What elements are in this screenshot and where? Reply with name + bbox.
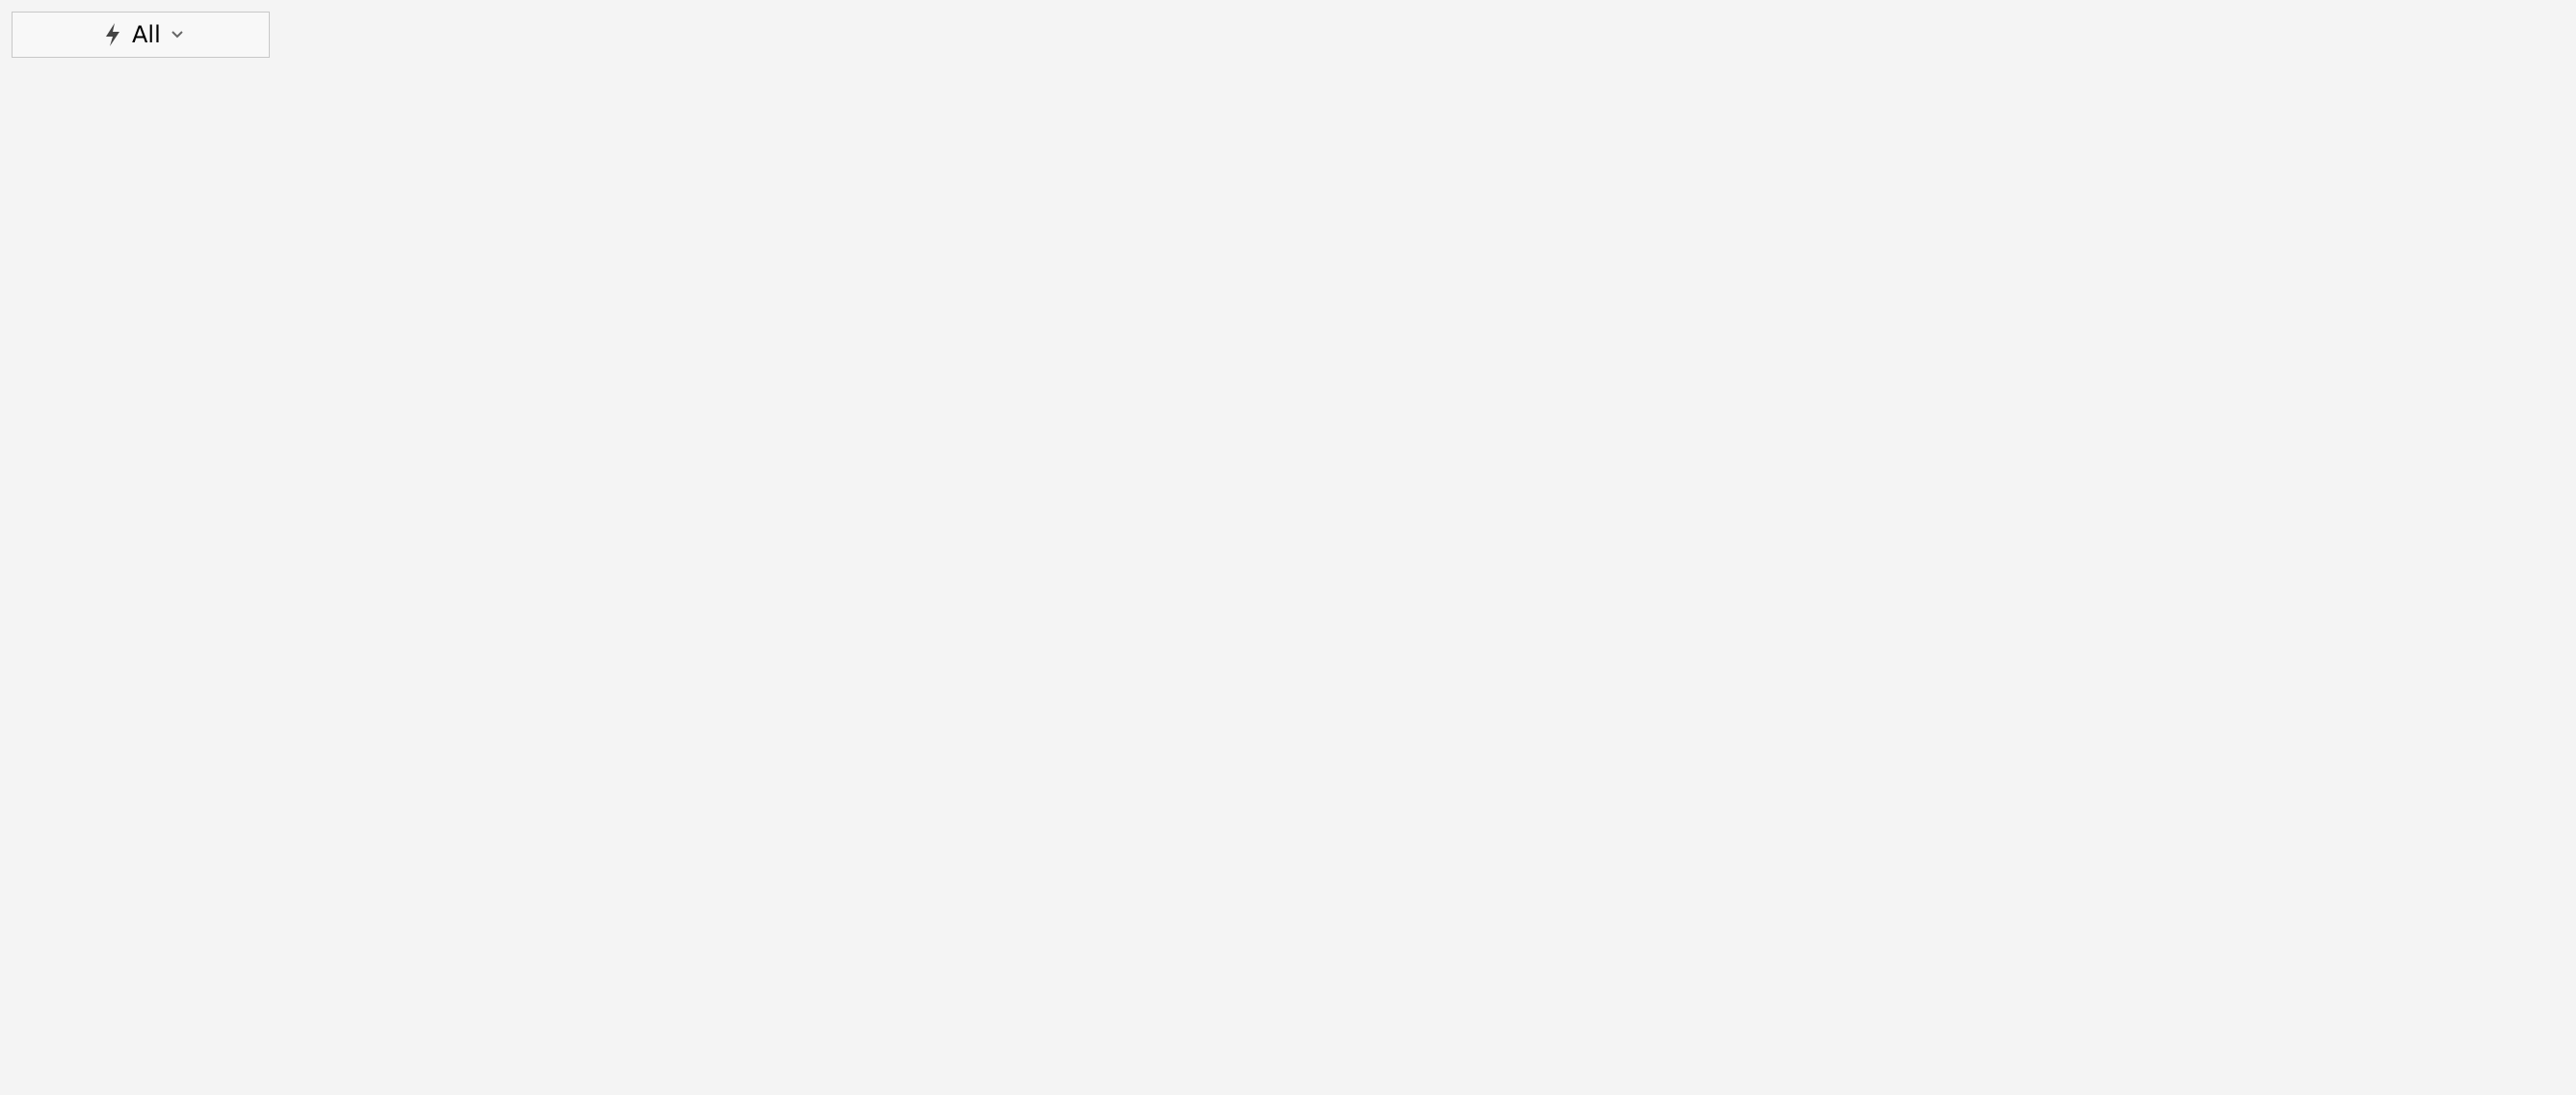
y-tick-label: 600 — [58, 579, 108, 609]
x-tick-label: 100 — [1570, 1011, 1620, 1041]
y-tick-label: 1000 — [41, 307, 108, 337]
y-tick-label: 400 — [58, 715, 108, 744]
legend-label: 50th% Hybrid3 - LOWER TORSO - Res. ang. … — [1878, 64, 2493, 92]
y-axis-label: Angular Acceleration (rad/s2) — [17, 372, 51, 795]
legend-label: 50th% Hybrid3 - UPPER TORSO - Res. ang. … — [1878, 97, 2484, 126]
x-tick-label: 0 — [113, 1011, 129, 1041]
legend-box — [1769, 58, 2470, 132]
filter-label: All — [132, 21, 161, 48]
x-tick-label: 60 — [989, 1011, 1022, 1041]
y-tick-label: 1200 — [41, 171, 108, 201]
bolt-icon — [106, 23, 119, 46]
x-axis-label: X Axis (ms) — [1219, 1046, 1382, 1080]
plot-frame — [120, 50, 2481, 1003]
y2-tick-label: 400 — [2493, 510, 2543, 540]
x-tick-label: 120 — [1865, 1011, 1915, 1041]
plot-area — [121, 51, 2480, 1002]
x-tick-label: 140 — [2160, 1011, 2210, 1041]
y2-tick-label: 600 — [2493, 273, 2543, 302]
x-tick-label: 160 — [2455, 1011, 2505, 1041]
y-tick-label: 0 — [92, 986, 108, 1016]
y2-tick-label: 200 — [2493, 748, 2543, 778]
series-line — [119, 157, 2333, 1000]
y-tick-label: 800 — [58, 443, 108, 473]
y2-tick-label: 100 — [2493, 867, 2543, 897]
y2-tick-label: 700 — [2493, 154, 2543, 184]
y2-tick-label: 800 — [2493, 36, 2543, 65]
x-tick-label: 20 — [400, 1011, 433, 1041]
y2-axis-label: Y1 (rad/s2) — [2534, 447, 2567, 607]
x-tick-label: 40 — [695, 1011, 727, 1041]
y2-tick-label: 0 — [2493, 986, 2510, 1016]
chevron-icon — [171, 31, 183, 39]
y-tick-label: 200 — [58, 850, 108, 880]
filter-button[interactable]: All — [12, 12, 270, 58]
y2-tick-label: 500 — [2493, 392, 2543, 422]
series-line — [120, 93, 2333, 998]
y2-tick-label: 300 — [2493, 629, 2543, 659]
x-tick-label: 80 — [1284, 1011, 1317, 1041]
